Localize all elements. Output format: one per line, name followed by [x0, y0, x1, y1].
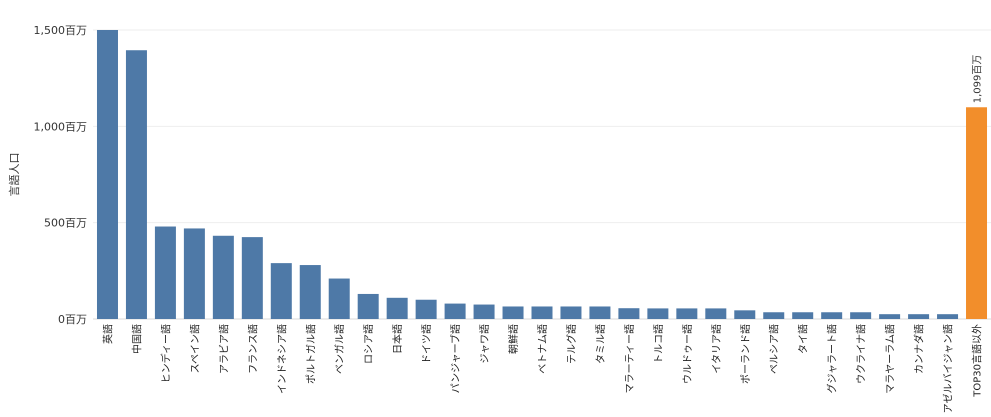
category-label: 中国語	[130, 324, 143, 354]
y-tick-label: 500百万	[44, 217, 87, 230]
category-label: 英語	[101, 324, 114, 344]
bar	[125, 50, 147, 319]
bar	[183, 228, 205, 319]
bar	[415, 299, 437, 319]
y-tick-label: 0百万	[58, 313, 87, 326]
bar	[502, 306, 524, 319]
bar	[241, 237, 263, 319]
bar	[212, 235, 234, 319]
category-label: グジャラート語	[826, 324, 839, 394]
bar	[821, 312, 843, 319]
bar	[589, 306, 611, 319]
bar	[763, 312, 785, 319]
category-label: ドイツ語	[420, 324, 433, 364]
bar	[618, 308, 640, 319]
bar	[966, 107, 988, 319]
category-label: パンジャーブ語	[449, 324, 462, 393]
category-label: ジャワ語	[478, 324, 491, 364]
category-label: 朝鮮語	[507, 324, 520, 354]
category-label: ベトナム語	[536, 324, 549, 374]
category-label: スペイン語	[188, 324, 201, 373]
bars	[96, 30, 988, 319]
category-label: ポーランド語	[739, 324, 752, 384]
category-label: マラヤーラム語	[884, 324, 897, 394]
category-label: ヒンディー語	[159, 324, 172, 383]
y-axis-ticks: 0百万 500百万 1,000百万 1,500百万	[34, 24, 88, 326]
data-labels: 1,099百万	[972, 55, 984, 104]
category-label: カンナダ語	[913, 324, 926, 374]
category-label: ポルトガル語	[304, 324, 317, 384]
category-label: トルコ語	[652, 324, 665, 364]
bar	[270, 263, 292, 319]
category-label: ロシア語	[362, 324, 375, 364]
category-label: インドネシア語	[275, 324, 288, 394]
category-label: イタリア語	[710, 324, 723, 374]
y-tick-label: 1,000百万	[34, 120, 88, 133]
bar	[908, 314, 930, 319]
bar	[328, 278, 350, 319]
bar	[734, 310, 756, 319]
bar	[444, 303, 466, 319]
bar	[560, 306, 582, 319]
category-label: タミル語	[594, 324, 607, 364]
bar	[299, 265, 321, 319]
y-axis-label: 言語人口	[7, 153, 21, 197]
category-label: アラビア語	[217, 324, 230, 374]
category-label: ベンガル語	[333, 324, 346, 374]
bar	[879, 314, 901, 319]
x-axis-category-labels: 英語 中国語 ヒンディー語 スペイン語 アラビア語 フランス語 インドネシア語 ポルトガル語 ベ…	[101, 324, 983, 413]
bar	[850, 312, 872, 319]
data-label: 1,099百万	[972, 55, 984, 104]
bar	[531, 306, 553, 319]
bar	[792, 312, 814, 319]
bar	[154, 226, 176, 319]
bar	[357, 293, 379, 319]
category-label: ペルシア語	[768, 324, 781, 374]
category-label: フランス語	[246, 324, 259, 374]
bar	[96, 30, 118, 319]
category-label: ウクライナ語	[855, 324, 868, 384]
bar	[473, 304, 495, 319]
bar	[937, 314, 959, 319]
category-label: テルグ語	[565, 324, 578, 364]
category-label: TOP30言語以外	[971, 324, 984, 398]
bar	[647, 308, 669, 319]
y-tick-label: 1,500百万	[34, 24, 88, 37]
bar	[386, 297, 408, 319]
category-label: マラーティー語	[623, 324, 636, 393]
bar	[705, 308, 727, 319]
category-label: アゼルバイジャン語	[942, 324, 955, 413]
category-label: ウルドゥー語	[681, 324, 694, 384]
category-label: 日本語	[391, 324, 404, 354]
category-label: タイ語	[797, 324, 810, 354]
bar	[676, 308, 698, 319]
